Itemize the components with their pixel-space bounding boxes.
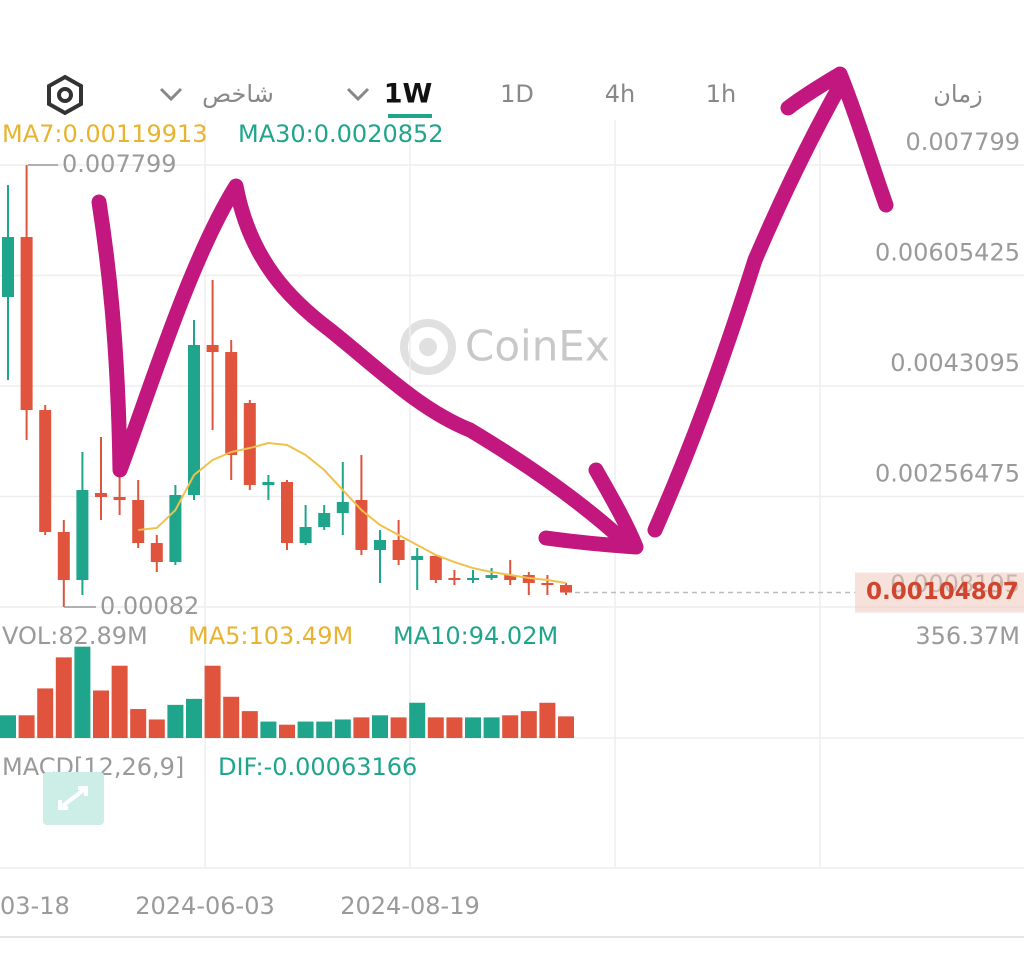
last-price-box — [855, 572, 1024, 613]
volume-bar — [223, 696, 240, 738]
candle-body — [299, 527, 312, 544]
candle-body — [20, 237, 33, 411]
high-marker-label: 0.007799 — [62, 150, 177, 178]
chevron — [159, 87, 183, 102]
candle-body — [485, 575, 498, 578]
indicator-tab[interactable]: شاخص — [202, 80, 274, 108]
volume-bar — [130, 709, 147, 738]
volume-bar — [558, 716, 574, 738]
volume-max-label: 356.37M — [915, 622, 1020, 650]
volume-bar — [18, 715, 35, 738]
volume-bar — [465, 717, 481, 738]
x-tick-label: 2024-03-18 — [0, 892, 70, 920]
candle-body — [243, 403, 256, 486]
volume-bar — [148, 719, 165, 738]
volume-bar — [55, 657, 72, 738]
interval-tab[interactable]: 1W — [384, 79, 433, 110]
settings-icon[interactable] — [47, 74, 83, 116]
volume-bar — [372, 715, 388, 738]
y-tick-label: 0.00256475 — [875, 459, 1020, 487]
candle-body — [113, 496, 126, 501]
last-price-label: 0.00104807 — [866, 579, 1019, 605]
volume-bar — [93, 690, 109, 738]
candle-body — [374, 539, 386, 550]
volume-bar — [260, 721, 277, 738]
candle-body — [169, 495, 182, 563]
volume-bar — [316, 721, 333, 738]
candle-body — [336, 501, 349, 514]
volume-bar — [241, 711, 258, 738]
candle-body — [57, 532, 70, 581]
watermark — [400, 319, 456, 375]
volume-legend: VOL:82.89M — [2, 622, 148, 650]
candle-body — [560, 585, 572, 593]
chevron — [346, 87, 370, 102]
volume-bar — [297, 721, 314, 738]
candle-body — [522, 575, 535, 583]
volume-bar — [483, 717, 500, 738]
volume-bar — [167, 704, 184, 738]
volume-bar — [186, 698, 202, 738]
candle-body — [541, 582, 554, 586]
time-tab[interactable]: زمان — [933, 80, 982, 108]
dif-legend: DIF:-0.00063166 — [218, 753, 417, 781]
ma7-line — [138, 442, 567, 584]
volume-bar — [353, 717, 370, 738]
ma7-legend: MA7:0.00119913 — [2, 120, 208, 148]
x-tick-label: 2024-08-19 — [340, 892, 479, 920]
volume-bar — [502, 715, 519, 738]
candle-body — [467, 577, 479, 581]
active-underline — [388, 114, 432, 118]
y-tick-label: 0.0043095 — [890, 349, 1020, 377]
low-marker-label: 0.00082 — [100, 592, 199, 620]
volume-ma10-legend: MA10:94.02M — [393, 622, 558, 650]
candle-body — [262, 481, 275, 486]
candle-body — [206, 345, 219, 353]
volume-bar — [37, 688, 54, 738]
y-tick-label: 0.007799 — [905, 128, 1020, 156]
volume-bar — [334, 719, 351, 738]
volume-bar — [74, 646, 91, 738]
candle-body — [39, 410, 52, 533]
volume-bar — [279, 724, 295, 738]
volume-bar — [520, 711, 537, 738]
candle-body — [281, 481, 293, 544]
volume-bar — [0, 715, 16, 738]
candle-body — [188, 345, 200, 496]
expand-button[interactable] — [43, 772, 104, 825]
ma30-legend: MA30:0.0020852 — [238, 120, 444, 148]
candle-body — [448, 577, 461, 581]
volume-bar — [204, 665, 221, 738]
volume-bar — [539, 702, 556, 738]
interval-tab[interactable]: 1D — [500, 80, 534, 108]
interval-tab[interactable]: 1h — [706, 80, 736, 108]
candle-body — [225, 352, 238, 456]
candle-body — [76, 490, 89, 581]
volume-bar — [446, 717, 463, 738]
candle-body — [318, 513, 331, 528]
volume-bar — [427, 717, 444, 738]
candle-body — [2, 237, 14, 297]
candle-body — [355, 500, 368, 550]
annotation — [91, 66, 894, 555]
volume-bar — [111, 665, 128, 738]
volume-bar — [409, 702, 426, 738]
watermark-text: CoinEx — [465, 322, 610, 371]
interval-tab[interactable]: 4h — [605, 80, 635, 108]
volume-ma5-legend: MA5:103.49M — [188, 622, 353, 650]
x-tick-label: 2024-06-03 — [135, 892, 274, 920]
candle-body — [392, 539, 405, 560]
candle-body — [95, 492, 107, 497]
candle-body — [132, 500, 145, 544]
volume-bar — [390, 717, 407, 738]
candle-body — [429, 556, 442, 581]
candle-body — [504, 575, 517, 581]
candle-body — [411, 556, 424, 560]
y-tick-label: 0.00605425 — [875, 239, 1020, 267]
candle-body — [150, 543, 163, 563]
